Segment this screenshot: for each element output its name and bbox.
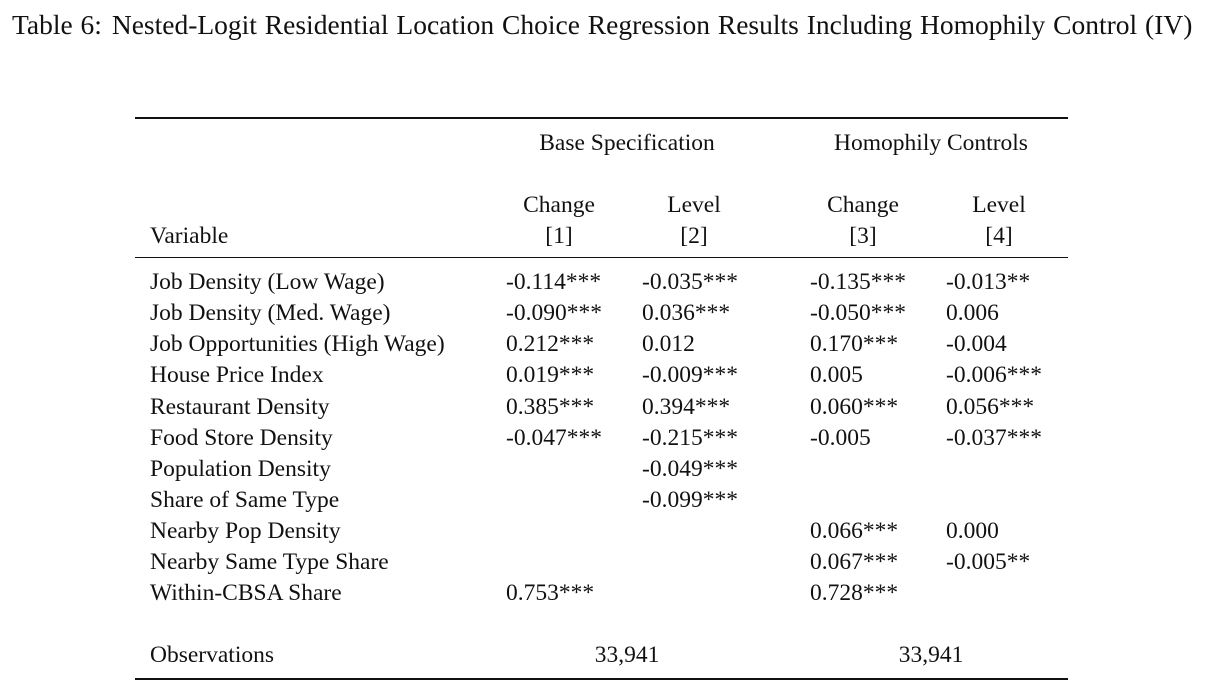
cell-value: 0.212*** bbox=[506, 331, 595, 357]
row-label: Nearby Same Type Share bbox=[150, 549, 389, 575]
observations-base: 33,941 bbox=[594, 642, 660, 668]
observations-homophily: 33,941 bbox=[898, 642, 964, 668]
cell-value: 0.067*** bbox=[810, 549, 899, 575]
cell-value: -0.099*** bbox=[642, 487, 738, 513]
row-label: Nearby Pop Density bbox=[150, 518, 341, 544]
table-bottom-rule bbox=[135, 678, 1068, 680]
cell-value: -0.013** bbox=[946, 269, 1031, 295]
row-label: Job Density (Low Wage) bbox=[150, 269, 385, 295]
row-label: Population Density bbox=[150, 456, 331, 482]
column-header-2-name: Level bbox=[667, 192, 721, 218]
cell-value: 0.728*** bbox=[810, 580, 899, 606]
row-label: Job Opportunities (High Wage) bbox=[150, 331, 445, 357]
cell-value: -0.050*** bbox=[810, 300, 906, 326]
column-header-1-name: Change bbox=[523, 192, 595, 218]
cell-value: -0.037*** bbox=[946, 425, 1042, 451]
cell-value: -0.004 bbox=[946, 331, 1007, 357]
cell-value: 0.060*** bbox=[810, 394, 899, 420]
cell-value: -0.049*** bbox=[642, 456, 738, 482]
cell-value: 0.005 bbox=[810, 362, 863, 388]
column-header-4-name: Level bbox=[972, 192, 1026, 218]
cell-value: 0.000 bbox=[946, 518, 999, 544]
column-header-2-num: [2] bbox=[680, 223, 708, 249]
row-label: Share of Same Type bbox=[150, 487, 340, 513]
cell-value: 0.170*** bbox=[810, 331, 899, 357]
cell-value: -0.009*** bbox=[642, 362, 738, 388]
cell-value: 0.385*** bbox=[506, 394, 595, 420]
column-header-4-num: [4] bbox=[985, 223, 1013, 249]
group-header-base: Base Specification bbox=[539, 130, 715, 156]
cell-value: -0.114*** bbox=[506, 269, 602, 295]
table-header-rule bbox=[135, 257, 1068, 259]
cell-value: 0.036*** bbox=[642, 300, 731, 326]
column-header-3-num: [3] bbox=[849, 223, 877, 249]
row-label: Within-CBSA Share bbox=[150, 580, 342, 606]
column-header-1-num: [1] bbox=[545, 223, 573, 249]
cell-value: 0.394*** bbox=[642, 394, 731, 420]
cell-value: -0.090*** bbox=[506, 300, 602, 326]
cell-value: 0.056*** bbox=[946, 394, 1035, 420]
cell-value: 0.006 bbox=[946, 300, 999, 326]
cell-value: -0.005** bbox=[946, 549, 1031, 575]
cell-value: 0.019*** bbox=[506, 362, 595, 388]
table-caption: Table 6: Nested-Logit Residential Locati… bbox=[12, 6, 1197, 44]
row-label: Job Density (Med. Wage) bbox=[150, 300, 391, 326]
cell-value: -0.215*** bbox=[642, 425, 738, 451]
cell-value: -0.135*** bbox=[810, 269, 906, 295]
group-header-homophily: Homophily Controls bbox=[834, 130, 1028, 156]
cell-value: 0.012 bbox=[642, 331, 695, 357]
observations-label: Observations bbox=[150, 642, 275, 668]
table-caption-title: Nested-Logit Residential Location Choice… bbox=[111, 9, 1193, 40]
row-label: House Price Index bbox=[150, 362, 324, 388]
cell-value: -0.005 bbox=[810, 425, 871, 451]
cell-value: -0.047*** bbox=[506, 425, 602, 451]
row-label: Restaurant Density bbox=[150, 394, 330, 420]
cell-value: 0.066*** bbox=[810, 518, 899, 544]
table-top-rule bbox=[135, 117, 1068, 119]
column-header-3-name: Change bbox=[827, 192, 899, 218]
variable-header: Variable bbox=[150, 223, 229, 249]
cell-value: -0.035*** bbox=[642, 269, 738, 295]
cell-value: -0.006*** bbox=[946, 362, 1042, 388]
table-caption-label: Table 6: bbox=[12, 9, 102, 40]
row-label: Food Store Density bbox=[150, 425, 333, 451]
cell-value: 0.753*** bbox=[506, 580, 595, 606]
